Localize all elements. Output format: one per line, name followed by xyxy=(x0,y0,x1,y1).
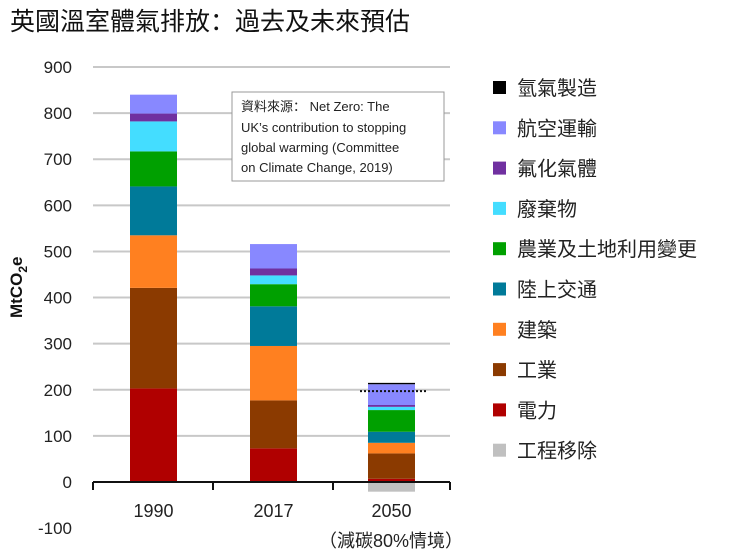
bar-segment xyxy=(130,388,177,482)
legend-item: 工程移除 xyxy=(493,439,597,463)
legend-item: 氟化氣體 xyxy=(493,157,597,181)
legend-swatch xyxy=(493,201,506,215)
legend-swatch xyxy=(493,242,506,256)
legend-swatch xyxy=(493,443,506,457)
bar-segment xyxy=(130,151,177,187)
legend-label: 氫氣製造 xyxy=(517,76,597,100)
legend-item: 氫氣製造 xyxy=(493,76,597,100)
legend-label: 航空運輸 xyxy=(517,116,597,140)
bar-segment xyxy=(130,186,177,236)
y-axis-label: MtCO2e xyxy=(7,257,30,318)
y-tick-label: 500 xyxy=(44,242,72,261)
bar-segment xyxy=(368,382,415,385)
source-line: 資料來源： Net Zero: The xyxy=(241,99,390,114)
legend-label: 農業及土地利用變更 xyxy=(517,237,697,261)
bar-segment xyxy=(250,284,297,307)
bar-segment xyxy=(368,404,415,407)
legend-label: 建築 xyxy=(517,318,557,342)
category-label: 1990 xyxy=(133,501,173,521)
y-tick-label: 100 xyxy=(44,427,72,446)
legend-swatch xyxy=(493,121,506,135)
legend-label: 陸上交通 xyxy=(517,278,597,302)
category-label: 2017 xyxy=(253,501,293,521)
legend-label: 廢棄物 xyxy=(517,197,577,221)
legend-label: 電力 xyxy=(517,398,557,422)
source-line: on Climate Change, 2019) xyxy=(241,160,393,175)
bar-segment xyxy=(368,442,415,454)
bar-segment xyxy=(250,345,297,401)
source-annotation: 資料來源： Net Zero: The UK’s contribution to… xyxy=(231,91,445,182)
bar-segment xyxy=(368,453,415,479)
legend-swatch xyxy=(493,363,506,377)
legend-item: 航空運輸 xyxy=(493,116,597,140)
bar-segment xyxy=(368,482,415,492)
bar-segment xyxy=(250,244,297,269)
y-tick-label: 900 xyxy=(44,58,72,77)
source-line: global warming (Committee xyxy=(241,140,399,155)
y-tick-label: 200 xyxy=(44,381,72,400)
legend-label: 工程移除 xyxy=(517,439,597,463)
bar-segment xyxy=(250,268,297,276)
legend-item: 建築 xyxy=(493,318,557,342)
legend-swatch xyxy=(493,282,506,296)
legend-swatch xyxy=(493,81,506,94)
legend-item: 陸上交通 xyxy=(493,278,597,302)
bar-segment xyxy=(250,275,297,285)
y-tick-labels: 900 800 700 600 500 400 300 200 100 0 -100 xyxy=(38,58,72,538)
bar-segment xyxy=(130,121,177,152)
bar-segment xyxy=(250,448,297,482)
source-line: UK’s contribution to stopping xyxy=(241,120,406,135)
y-tick-label: 700 xyxy=(44,150,72,169)
y-tick-label: 400 xyxy=(44,289,72,308)
category-note: （減碳80%情境） xyxy=(319,531,463,551)
bar-segment xyxy=(130,287,177,389)
x-axis: 1990 2017 2050 xyxy=(92,481,451,521)
bar-segment xyxy=(130,113,177,122)
bar-segment xyxy=(368,478,415,482)
legend-item: 廢棄物 xyxy=(493,197,577,221)
chart-title: 英國溫室體氣排放：過去及未來預估 xyxy=(10,7,410,36)
y-tick-label: 800 xyxy=(44,104,72,123)
legend-swatch xyxy=(493,322,506,336)
y-tick-label: 300 xyxy=(44,335,72,354)
legend-item: 工業 xyxy=(493,358,557,382)
bar-segment xyxy=(130,94,177,114)
y-tick-label: 0 xyxy=(63,473,72,492)
legend-label: 工業 xyxy=(517,358,557,382)
bar-segment xyxy=(368,410,415,432)
legend-item: 電力 xyxy=(493,398,557,422)
bar-segment xyxy=(368,406,415,411)
category-label: 2050 xyxy=(371,501,411,521)
bar-segment xyxy=(250,400,297,449)
bar-segment xyxy=(368,431,415,443)
legend-item: 農業及土地利用變更 xyxy=(493,237,697,261)
bar-segment xyxy=(130,235,177,288)
legend-swatch xyxy=(493,403,506,417)
bar-segment xyxy=(250,306,297,346)
legend-label: 氟化氣體 xyxy=(517,157,597,181)
legend-swatch xyxy=(493,161,506,175)
bars xyxy=(130,94,427,492)
bar-segment xyxy=(368,384,415,405)
y-tick-label: 600 xyxy=(44,196,72,215)
y-tick-label: -100 xyxy=(38,519,72,538)
